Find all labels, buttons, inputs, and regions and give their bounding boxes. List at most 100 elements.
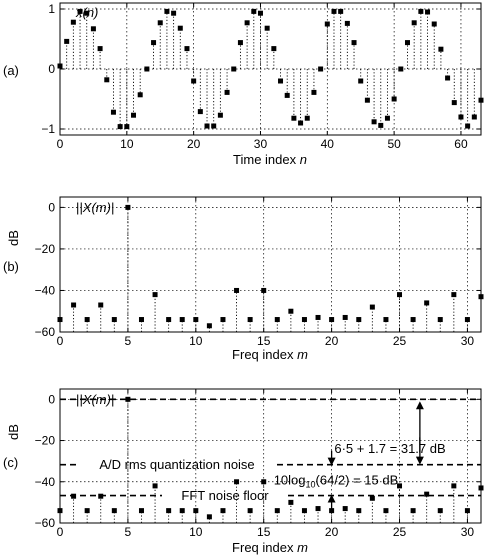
data-point: [111, 317, 117, 323]
y-tick-label: −20: [35, 434, 56, 448]
panel-a-label: (a): [3, 63, 19, 78]
data-point: [57, 63, 63, 69]
data-point: [274, 317, 280, 323]
data-point: [318, 66, 324, 72]
data-point: [193, 317, 199, 323]
data-point: [97, 46, 103, 52]
panel-b-x-axis-label: Freq index m: [232, 347, 308, 362]
data-point: [274, 508, 280, 514]
x-tick-label: 0: [57, 137, 64, 151]
data-point: [138, 508, 144, 514]
data-point: [152, 483, 158, 489]
reference-line-label: A/D rms quantization noise: [99, 457, 254, 472]
data-point: [98, 493, 104, 499]
data-point: [77, 8, 83, 14]
panel-b-grid: [59, 197, 481, 333]
x-tick-label: 5: [125, 525, 132, 539]
x-tick-label: 40: [321, 137, 335, 151]
data-point: [298, 120, 304, 126]
data-point: [71, 493, 77, 499]
data-point: [234, 287, 240, 293]
data-point: [151, 40, 157, 46]
data-point: [364, 97, 370, 103]
panel-b-label: (b): [3, 259, 19, 274]
y-tick-label: −40: [35, 283, 56, 297]
data-point: [184, 46, 190, 52]
x-tick-label: 25: [393, 525, 407, 539]
data-point: [356, 508, 362, 514]
data-point: [311, 89, 317, 95]
data-point: [478, 97, 484, 103]
data-point: [164, 8, 170, 14]
data-point: [244, 20, 250, 26]
data-point: [271, 46, 277, 52]
data-point: [464, 508, 470, 514]
data-point: [251, 8, 257, 14]
data-point: [464, 317, 470, 323]
data-point: [138, 317, 144, 323]
x-tick-label: 20: [325, 525, 339, 539]
data-point: [437, 508, 443, 514]
data-point: [437, 317, 443, 323]
data-point: [144, 66, 150, 72]
data-point: [234, 479, 240, 485]
panel-c-grid: [59, 389, 481, 524]
data-point: [471, 114, 477, 120]
data-point: [206, 323, 212, 329]
x-tick-label: 30: [461, 525, 475, 539]
data-point: [125, 204, 131, 210]
y-tick-label: −60: [35, 325, 56, 339]
data-point: [247, 508, 253, 514]
data-point: [458, 114, 464, 120]
data-point: [204, 123, 210, 129]
panel-b-legend: ||X(m)|: [76, 200, 114, 215]
data-point: [71, 302, 77, 308]
data-point: [369, 495, 375, 501]
data-point: [206, 514, 212, 520]
x-tick-label: 20: [325, 334, 339, 348]
x-tick-label: 10: [189, 334, 203, 348]
reference-line-label: FFT noise floor: [181, 488, 269, 503]
panel-c-x-ticks: 0 5 10 15 20 25 30: [57, 389, 475, 539]
y-tick-label: −40: [35, 475, 56, 489]
data-point: [217, 112, 223, 118]
data-point: [84, 508, 90, 514]
data-point: [351, 40, 357, 46]
panel-c-legend: ||X(m)|: [76, 392, 114, 407]
data-point: [98, 302, 104, 308]
y-tick-label: −1: [41, 122, 55, 136]
data-point: [264, 25, 270, 31]
data-point: [411, 20, 417, 26]
fft-gain-text: 10log10(64/2) = 15 dB: [274, 472, 399, 489]
data-point: [177, 25, 183, 31]
data-point: [64, 38, 70, 44]
y-tick-label: −60: [35, 516, 56, 530]
panel-a: (a) 0 10 20 30 40 50 60 −101 x(n) Time index n: [3, 2, 484, 167]
data-point: [324, 21, 330, 27]
x-tick-label: 10: [120, 137, 134, 151]
data-point: [315, 506, 321, 512]
data-point: [257, 10, 263, 16]
data-point: [358, 78, 364, 84]
data-point: [179, 508, 185, 514]
data-point: [211, 123, 217, 129]
data-point: [137, 92, 143, 98]
data-point: [397, 483, 403, 489]
data-point: [117, 124, 123, 130]
panel-b-markers: [57, 204, 484, 329]
data-point: [397, 292, 403, 298]
panel-c: (c) A/D rms quantization noise FFT noise …: [3, 388, 484, 555]
data-point: [179, 317, 185, 323]
data-point: [398, 66, 404, 72]
panel-b-x-ticks: 0 5 10 15 20 25 30: [57, 197, 475, 348]
data-point: [425, 9, 431, 15]
panel-b: (b) 0 5 10 15 20 25 30 0 −20 −40 −60 dB ||X(m)| F…: [3, 196, 484, 362]
y-tick-label: 0: [48, 62, 55, 76]
x-tick-label: 10: [189, 525, 203, 539]
x-tick-label: 20: [187, 137, 201, 151]
panel-a-markers: [57, 8, 484, 130]
x-tick-label: 30: [461, 334, 475, 348]
data-point: [418, 8, 424, 14]
panel-a-y-ticks: −1 0 1: [41, 2, 481, 136]
